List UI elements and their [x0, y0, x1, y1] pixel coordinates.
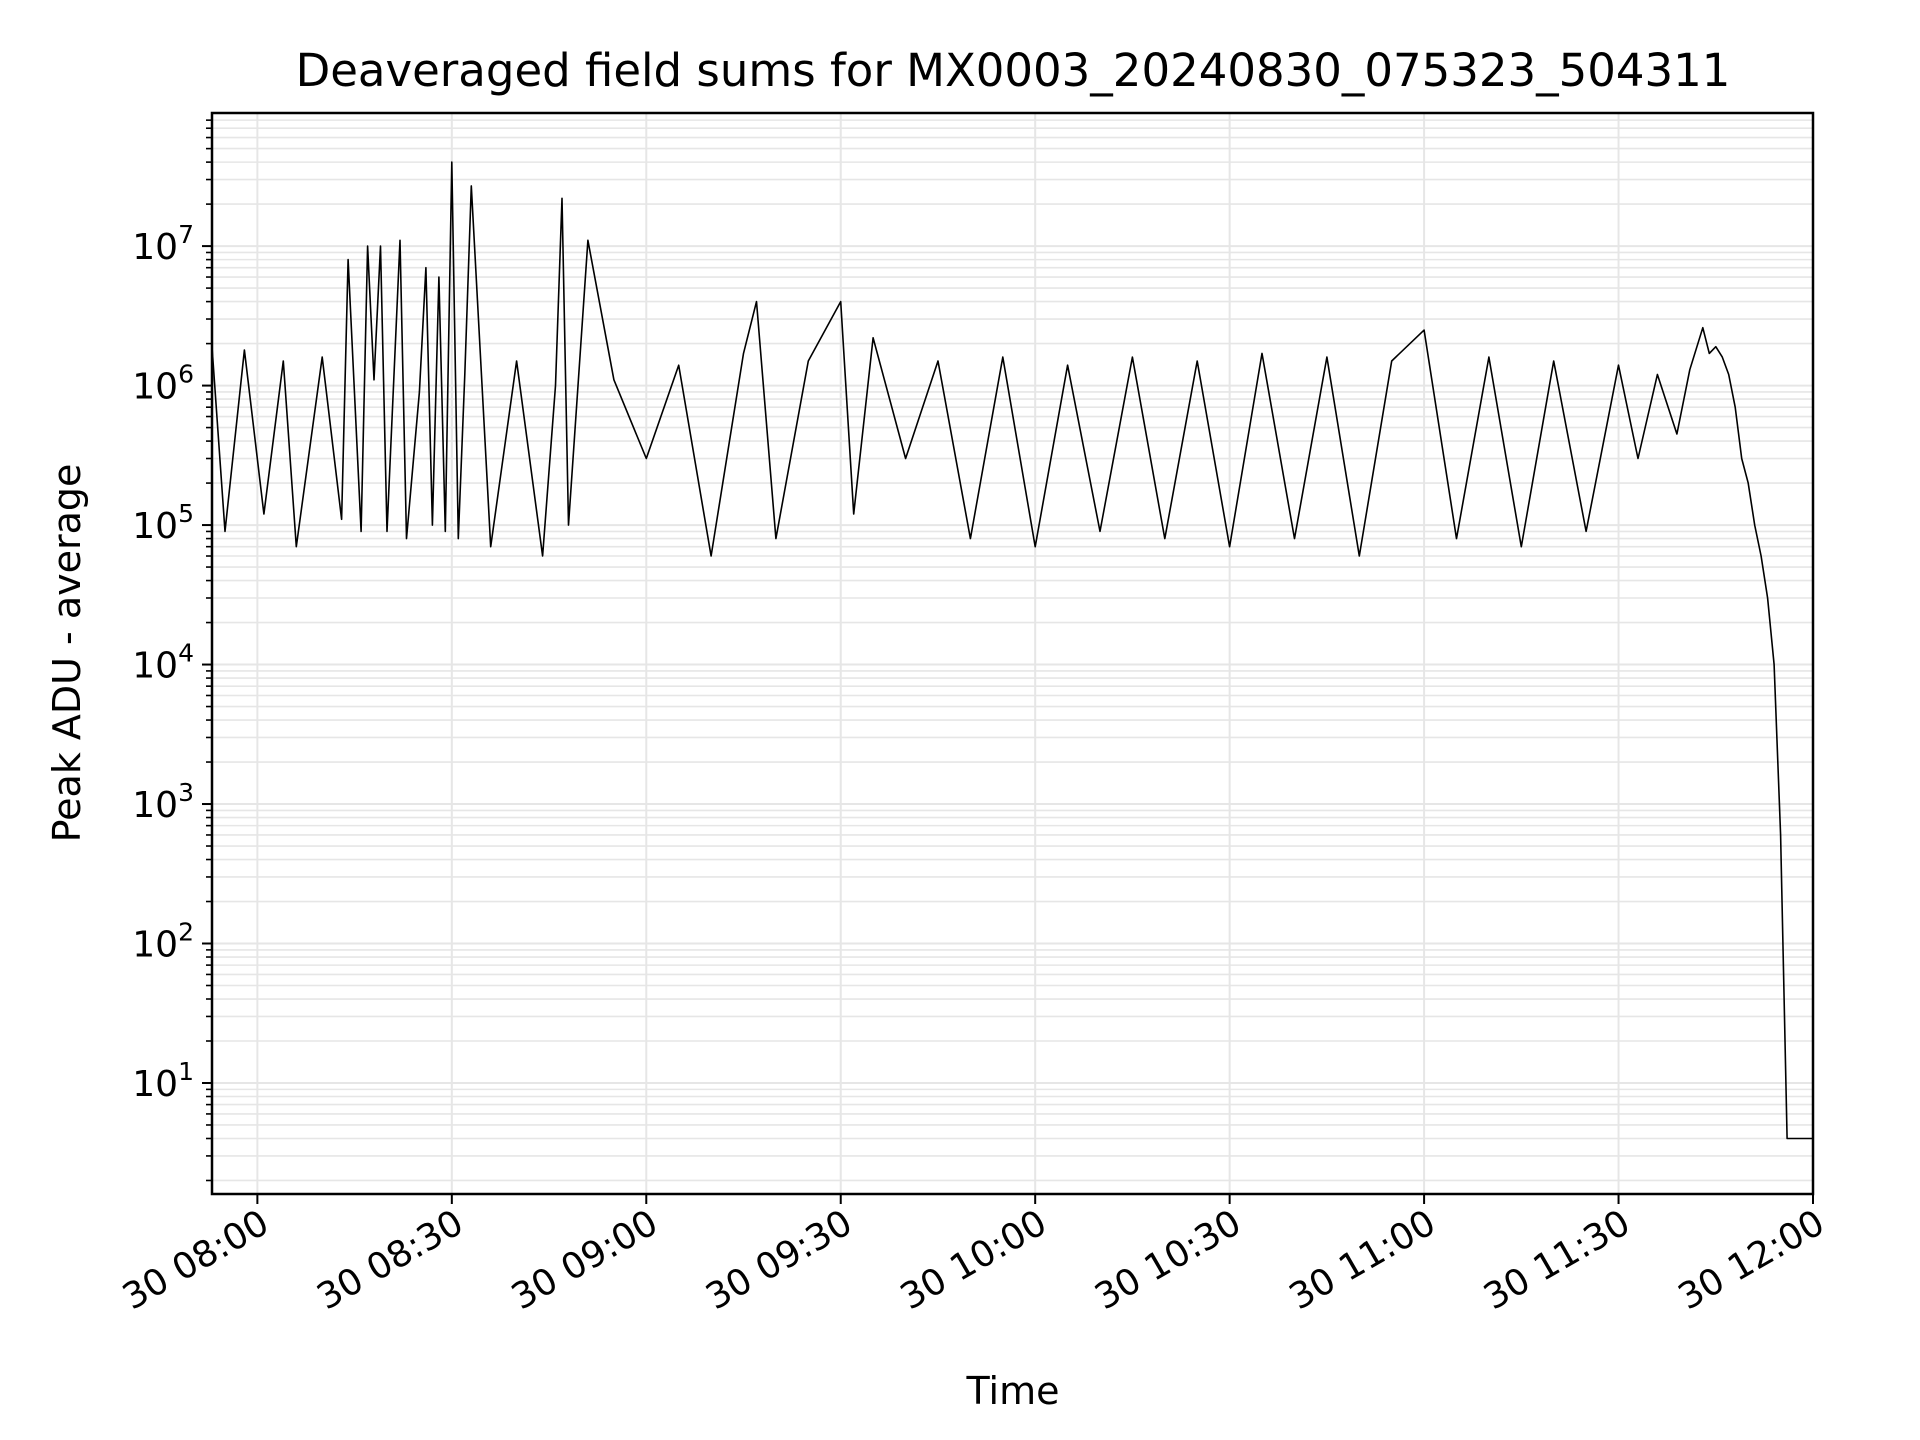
- x-tick-label: 30 12:00: [1672, 1202, 1832, 1318]
- x-tick-label: 30 09:00: [505, 1202, 665, 1318]
- series-line: [211, 161, 1813, 1140]
- x-tick-label: 30 08:30: [310, 1202, 470, 1318]
- x-tick-label: 30 09:30: [699, 1202, 859, 1318]
- x-axis-label: Time: [966, 1369, 1060, 1413]
- x-tick-label: 30 11:00: [1283, 1202, 1443, 1318]
- y-axis-label: Peak ADU - average: [45, 464, 89, 843]
- x-tick-label: 30 10:00: [894, 1202, 1054, 1318]
- x-tick-label: 30 10:30: [1088, 1202, 1248, 1318]
- y-tick-label: 101: [132, 1057, 194, 1105]
- x-tick-label: 30 11:30: [1477, 1202, 1637, 1318]
- x-tick-label: 30 08:00: [116, 1202, 276, 1318]
- y-tick-label: 103: [132, 778, 194, 826]
- chart-title: Deaveraged field sums for MX0003_2024083…: [296, 44, 1731, 97]
- y-tick-label: 107: [132, 220, 194, 268]
- y-tick-label: 105: [132, 499, 194, 547]
- y-tick-label: 104: [132, 639, 194, 687]
- y-tick-label: 106: [132, 360, 194, 408]
- y-tick-label: 102: [132, 918, 194, 966]
- plot-frame: [210, 111, 1815, 1196]
